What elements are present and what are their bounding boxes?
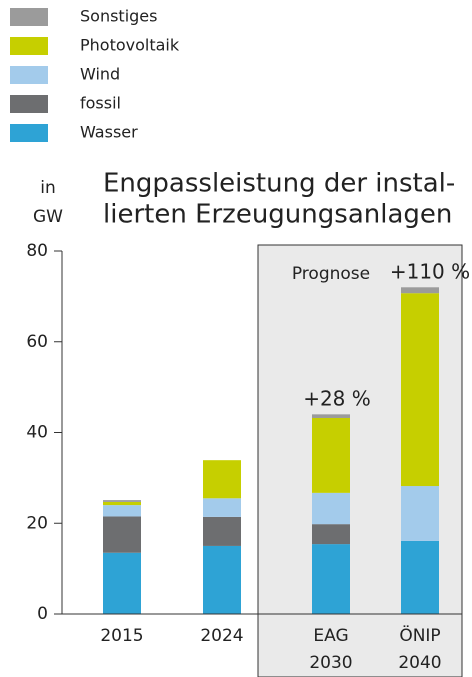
- bar-segment: [103, 501, 141, 506]
- bar-segment: [401, 293, 439, 487]
- x-tick-label: 2024: [200, 626, 243, 646]
- y-tick-label: 60: [26, 332, 48, 352]
- bar-segment: [312, 492, 350, 525]
- bar-segment: [203, 516, 241, 546]
- legend-swatch: [10, 8, 48, 26]
- legend-label: Sonstiges: [80, 7, 157, 26]
- bar-segment: [401, 287, 439, 294]
- bar-segment: [312, 544, 350, 614]
- bar-segment: [401, 486, 439, 541]
- legend-swatch: [10, 66, 48, 84]
- y-axis-label: in: [40, 178, 56, 198]
- x-tick-label: EAG: [313, 626, 348, 646]
- bar-segment: [103, 516, 141, 553]
- bar-segment: [203, 545, 241, 614]
- x-tick-label: ÖNIP: [399, 624, 440, 646]
- chart-title: lierten Erzeugungsanlagen: [103, 200, 452, 230]
- bar-segment: [203, 498, 241, 517]
- bar-segment: [312, 417, 350, 493]
- annotation: +28 %: [303, 387, 371, 411]
- x-tick-label: 2040: [398, 653, 441, 673]
- bar-segment: [103, 552, 141, 614]
- bar-segment: [103, 500, 141, 502]
- chart-title: Engpassleistung der instal-: [103, 169, 455, 199]
- bar-segment: [103, 505, 141, 517]
- legend-label: Wind: [80, 65, 120, 84]
- annotation: +110 %: [390, 260, 470, 284]
- bar-segment: [312, 524, 350, 545]
- legend-label: Photovoltaik: [80, 36, 180, 55]
- legend-label: fossil: [80, 94, 121, 113]
- legend-swatch: [10, 95, 48, 113]
- legend-label: Wasser: [80, 123, 138, 142]
- y-tick-label: 40: [26, 423, 48, 443]
- bar-segment: [203, 460, 241, 499]
- bar-segment: [401, 540, 439, 614]
- bar-segment: [312, 414, 350, 418]
- y-tick-label: 80: [26, 241, 48, 261]
- y-tick-label: 20: [26, 513, 48, 533]
- annotation: Prognose: [292, 264, 370, 284]
- x-tick-label: 2015: [100, 626, 143, 646]
- x-tick-label: 2030: [309, 653, 352, 673]
- legend-swatch: [10, 124, 48, 142]
- y-axis-label: GW: [33, 207, 63, 227]
- legend-swatch: [10, 37, 48, 55]
- y-tick-label: 0: [37, 604, 48, 624]
